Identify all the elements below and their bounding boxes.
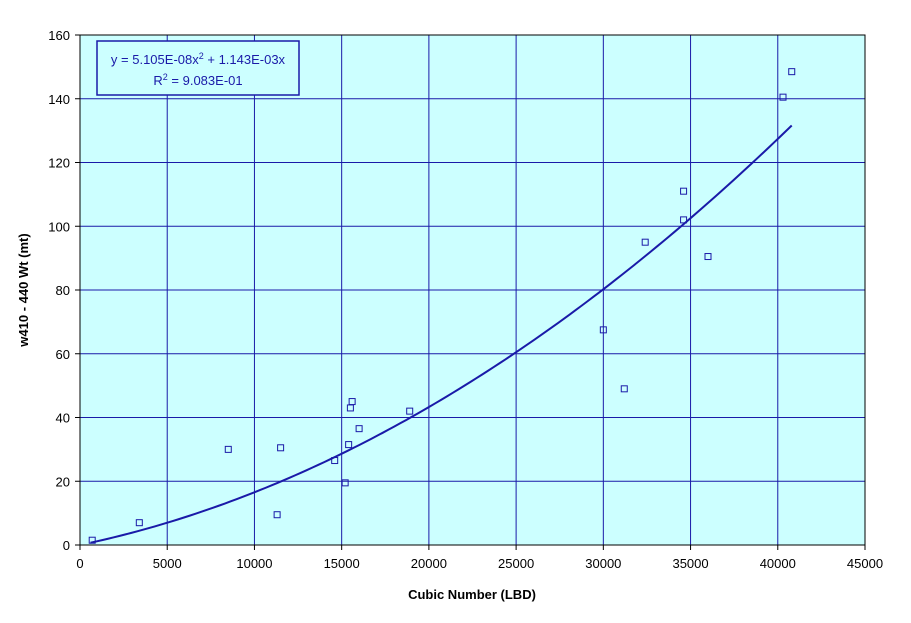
r-squared-text: R2 = 9.083E-01 [153, 72, 242, 88]
data-point [599, 326, 607, 334]
y-tick-label: 80 [56, 283, 70, 298]
data-point [680, 216, 688, 224]
x-tick-label: 5000 [153, 556, 182, 571]
y-tick-label: 140 [48, 92, 70, 107]
equation-prefix: y = 5.105E-08x [111, 52, 199, 67]
x-tick-label: 30000 [585, 556, 621, 571]
data-point [355, 425, 363, 433]
data-point [704, 253, 712, 261]
equation-suffix: + 1.143E-03x [204, 52, 286, 67]
y-tick-label: 20 [56, 474, 70, 489]
data-point [224, 445, 232, 453]
r-squared-prefix: R [153, 73, 162, 88]
y-tick-label: 40 [56, 411, 70, 426]
r-squared-superscript: 2 [163, 72, 168, 82]
gridlines [80, 35, 865, 545]
y-tick-label: 120 [48, 156, 70, 171]
y-tick-labels: 0 20 40 60 80 100 120 140 160 [48, 28, 70, 553]
y-axis-title: w410 - 440 Wt (mt) [16, 233, 31, 347]
data-point [348, 398, 356, 406]
x-tick-label: 25000 [498, 556, 534, 571]
x-tick-labels: 0 5000 10000 15000 20000 25000 30000 35000 40000… [76, 556, 883, 571]
data-point [277, 444, 285, 452]
data-point [406, 407, 414, 415]
data-point [341, 479, 349, 487]
data-point [641, 238, 649, 246]
data-point [680, 187, 688, 195]
equation-box: y = 5.105E-08x2 + 1.143E-03x R2 = 9.083E… [96, 40, 300, 96]
x-axis-title: Cubic Number (LBD) [408, 587, 536, 602]
y-tick-label: 100 [48, 219, 70, 234]
data-point [88, 536, 96, 544]
equation-box-frame [96, 40, 300, 96]
x-tick-label: 0 [76, 556, 83, 571]
x-tick-label: 20000 [411, 556, 447, 571]
y-tick-label: 160 [48, 28, 70, 43]
x-tick-label: 15000 [324, 556, 360, 571]
x-tick-label: 40000 [760, 556, 796, 571]
data-point [345, 441, 353, 449]
data-point [273, 511, 281, 519]
equation-superscript: 2 [199, 51, 204, 61]
data-points [88, 68, 796, 544]
data-point [331, 457, 339, 465]
y-tick-label: 0 [63, 538, 70, 553]
trendline-equation: y = 5.105E-08x2 + 1.143E-03x [111, 51, 286, 67]
trendline [90, 124, 793, 544]
x-tick-label: 10000 [236, 556, 272, 571]
axis-ticks [75, 34, 866, 550]
y-tick-label: 60 [56, 347, 70, 362]
data-point [135, 519, 143, 527]
data-point [779, 93, 787, 101]
x-tick-label: 35000 [672, 556, 708, 571]
r-squared-suffix: = 9.083E-01 [168, 73, 243, 88]
data-point [620, 385, 628, 393]
data-point [788, 68, 796, 76]
x-tick-label: 45000 [847, 556, 883, 571]
